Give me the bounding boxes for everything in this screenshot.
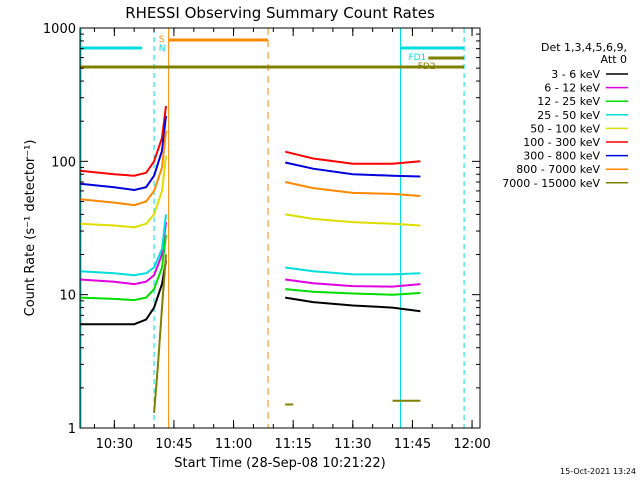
x-axis: 10:30 10:45 11:00 11:15 11:30 11:45 12:00 xyxy=(93,28,491,452)
x-tick-label: 12:00 xyxy=(453,437,490,452)
series-line xyxy=(285,278,421,288)
series-line xyxy=(284,161,421,178)
x-tick-label: 11:45 xyxy=(394,437,431,452)
series-line xyxy=(79,130,167,207)
legend-label: 50 - 100 keV xyxy=(530,122,600,135)
legend-label: 12 - 25 keV xyxy=(537,95,600,108)
series-line xyxy=(153,254,167,413)
x-tick-label: 11:00 xyxy=(215,437,252,452)
x-tick-label: 11:30 xyxy=(334,437,371,452)
series-line xyxy=(285,288,421,296)
series-line xyxy=(79,105,167,177)
series-line xyxy=(285,296,421,313)
series-line xyxy=(79,214,167,277)
legend-label: 6 - 12 keV xyxy=(544,82,600,95)
legend-label: 3 - 6 keV xyxy=(551,68,600,81)
series-line xyxy=(79,234,167,302)
legend-label: 100 - 300 keV xyxy=(523,136,600,149)
series-line xyxy=(80,260,167,326)
legend-header: Det 1,3,4,5,6,9, xyxy=(541,41,627,54)
y-tick-label: 1 xyxy=(68,422,76,437)
legend-label: 800 - 7000 keV xyxy=(516,163,600,176)
series-line xyxy=(285,213,421,227)
flag-label: N xyxy=(159,44,166,54)
series-line xyxy=(79,115,167,192)
legend-label: 300 - 800 keV xyxy=(523,150,600,163)
plot-frame xyxy=(79,27,481,429)
timestamp: 15-Oct-2021 13:24 xyxy=(560,467,636,476)
y-tick-label: 1000 xyxy=(43,22,76,37)
plot-area xyxy=(79,105,421,413)
x-tick-label: 10:45 xyxy=(155,437,192,452)
y-axis: 1 10 100 1000 xyxy=(43,22,480,437)
y-tick-label: 100 xyxy=(51,155,76,170)
series-line xyxy=(285,266,421,276)
legend-header: Att 0 xyxy=(601,53,627,66)
flag-label: FD1 xyxy=(408,53,426,63)
legend-label: 7000 - 15000 keV xyxy=(502,177,600,190)
series-line xyxy=(79,221,167,286)
legend-label: 25 - 50 keV xyxy=(537,109,600,122)
series-line xyxy=(284,150,421,165)
x-tick-label: 11:15 xyxy=(274,437,311,452)
series-line xyxy=(79,155,167,229)
series-line xyxy=(284,181,421,197)
x-axis-label: Start Time (28-Sep-08 10:21:22) xyxy=(174,456,385,471)
y-tick-label: 10 xyxy=(59,289,76,304)
chart-title: RHESSI Observing Summary Count Rates xyxy=(125,4,435,22)
x-tick-label: 10:30 xyxy=(96,437,133,452)
flag-label: S xyxy=(159,35,165,45)
y-axis-label: Count Rate (s⁻¹ detector⁻¹) xyxy=(23,140,38,317)
flag-label: FD2 xyxy=(418,62,436,72)
